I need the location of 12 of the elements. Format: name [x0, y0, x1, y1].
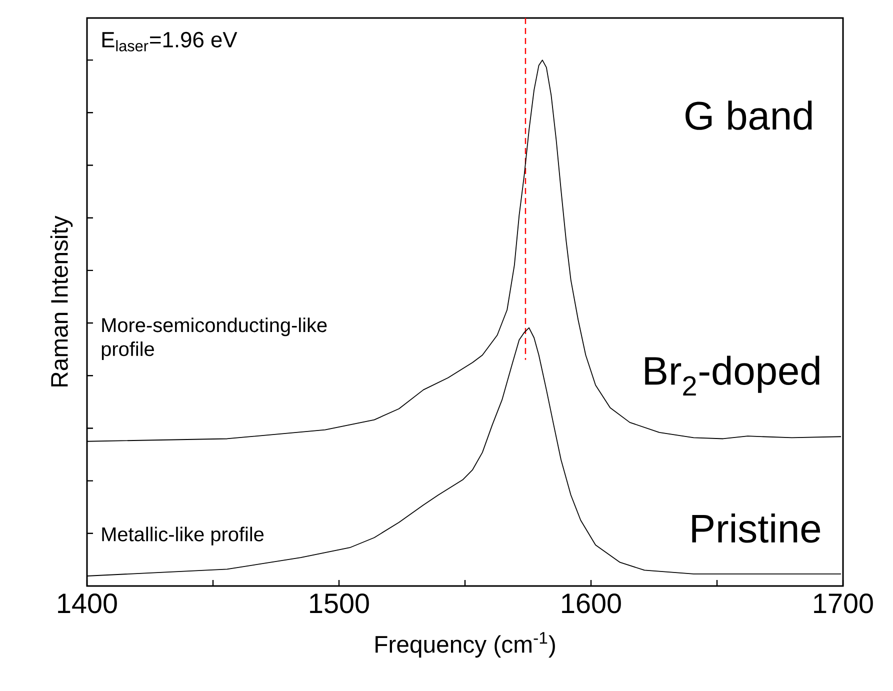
- x-axis-title: Frequency (cm$^{-1}$): [376, 632, 555, 658]
- text: E$_{laser}$=1.96 eV: [102, 32, 238, 52]
- x-tick-label: 1700: [814, 594, 873, 614]
- annotation: Metallic-like profile: [102, 526, 264, 546]
- annotation: More-semiconducting-like profile: [102, 318, 327, 360]
- x-tick-label: 1600: [562, 594, 621, 614]
- series-label: Br$_{2}$-doped: [645, 356, 820, 396]
- series-label: Pristine: [692, 514, 820, 543]
- y-axis-title: Raman Intensity: [50, 216, 73, 386]
- annotation: G band: [686, 100, 812, 130]
- x-tick-label: 1500: [310, 594, 369, 614]
- x-tick-label: 1400: [58, 594, 117, 614]
